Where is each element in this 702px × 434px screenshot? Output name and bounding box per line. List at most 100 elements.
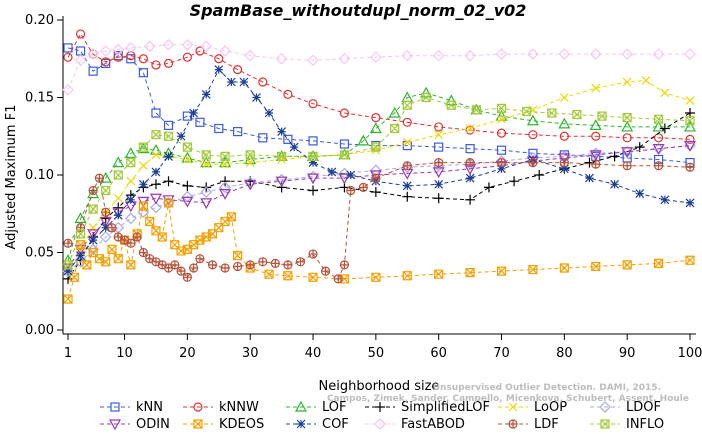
data-point-ldf: [371, 173, 381, 183]
data-point-simplifiedlof: [584, 157, 595, 168]
legend-marker-loop: [508, 402, 518, 412]
data-point-kdeos: [145, 216, 155, 227]
data-point-kdeos: [157, 232, 167, 242]
data-point-knnw: [101, 57, 111, 67]
legend-label-kdeos: KDEOS: [219, 417, 264, 432]
legend-marker-ldf: [508, 419, 518, 429]
data-point-knnw: [465, 125, 475, 135]
data-point-inflo: [126, 158, 136, 168]
data-point-kdeos: [63, 294, 73, 304]
data-point-simplifiedlof: [534, 170, 545, 180]
data-point-lof: [74, 212, 87, 223]
data-point-inflo: [101, 185, 111, 196]
legend-item-kdeos: KDEOS: [183, 417, 264, 432]
data-point-cof: [660, 195, 670, 205]
legend-item-inflo: INFLO: [590, 417, 664, 432]
data-point-ldf: [258, 257, 268, 267]
data-point-loop: [245, 158, 255, 168]
data-point-odin: [275, 176, 288, 188]
data-point-ldf: [101, 207, 111, 217]
data-point-loop: [182, 155, 192, 164]
series-cof: [63, 65, 695, 276]
data-point-inflo: [151, 130, 161, 140]
data-point-simplifiedlof: [220, 176, 231, 187]
data-point-fastabod: [275, 52, 288, 65]
series-knnw: [63, 29, 695, 144]
data-point-cof: [402, 181, 412, 191]
data-point-knnw: [63, 52, 73, 62]
data-point-ldof: [275, 173, 288, 186]
data-point-fastabod: [87, 48, 99, 60]
data-point-odin: [589, 150, 602, 162]
data-point-loop: [113, 193, 123, 203]
data-point-knnw: [622, 133, 632, 143]
series-line-ldof: [67, 145, 691, 272]
data-point-knnw: [195, 46, 205, 56]
legend-marker-kdeos: [193, 419, 203, 429]
data-point-lof: [526, 114, 539, 126]
data-point-ldf: [207, 260, 218, 270]
data-point-inflo: [402, 100, 412, 110]
data-point-kdeos: [685, 255, 695, 265]
data-point-kdeos: [559, 263, 569, 273]
data-point-inflo: [138, 142, 148, 152]
data-point-odin: [683, 140, 697, 152]
series-line-simplifiedlof: [67, 112, 691, 280]
x-tick-label: 80: [556, 346, 573, 361]
data-point-lof: [124, 147, 137, 158]
data-point-odin: [200, 198, 213, 210]
data-point-ldf: [346, 185, 356, 196]
data-point-ldf: [233, 261, 243, 272]
data-point-inflo: [220, 151, 230, 161]
legend-label-loop: LoOP: [534, 400, 567, 415]
series-simplifiedlof: [63, 108, 695, 284]
data-point-fastabod: [74, 54, 87, 67]
data-point-knn: [465, 144, 475, 154]
legend-item-simplifiedlof: SimplifiedLOF: [365, 400, 490, 415]
data-point-kdeos: [163, 198, 174, 208]
series-inflo: [63, 92, 695, 270]
data-point-knn: [88, 66, 98, 76]
data-point-simplifiedlof: [433, 193, 444, 204]
x-tick-label: 100: [678, 346, 702, 361]
x-axis-label: Neighborhood size: [319, 379, 440, 394]
legend-label-ldf: LDF: [534, 417, 559, 432]
data-point-fastabod: [307, 54, 319, 67]
data-point-ldf: [295, 257, 306, 267]
data-point-knnw: [653, 133, 664, 143]
data-point-inflo: [597, 111, 607, 121]
data-point-cof: [327, 167, 337, 177]
data-point-fastabod: [527, 48, 539, 60]
data-point-cof: [346, 170, 356, 180]
data-point-odin: [244, 179, 257, 191]
data-point-cof: [138, 179, 148, 189]
data-point-cof: [239, 77, 249, 87]
data-point-inflo: [446, 100, 456, 110]
series-odin: [61, 140, 697, 275]
data-point-inflo: [390, 123, 400, 134]
data-point-ldof: [124, 212, 137, 225]
data-point-ldf: [434, 158, 444, 168]
data-point-inflo: [547, 108, 557, 118]
data-point-cof: [559, 164, 569, 174]
data-point-fastabod: [181, 38, 194, 51]
legend-marker-simplifiedlof: [375, 402, 385, 412]
data-point-ldf: [126, 238, 136, 248]
legend-item-loop: LoOP: [498, 400, 567, 415]
data-point-ldf: [358, 182, 368, 192]
data-point-lof: [357, 134, 370, 146]
data-point-knn: [75, 46, 86, 56]
data-point-lof: [112, 156, 125, 168]
data-point-simplifiedlof: [113, 202, 124, 213]
data-point-knn: [214, 123, 224, 134]
data-point-loop: [201, 159, 211, 169]
data-point-kdeos: [113, 254, 123, 264]
legend-label-fastabod: FastABOD: [401, 417, 465, 432]
data-point-ldf: [189, 263, 199, 273]
data-point-ldf: [107, 223, 117, 233]
data-point-fastabod: [244, 49, 257, 62]
data-point-knnw: [182, 52, 192, 62]
legend-marker-cof: [296, 419, 306, 429]
data-point-ldf: [320, 266, 331, 276]
data-point-inflo: [113, 170, 123, 180]
